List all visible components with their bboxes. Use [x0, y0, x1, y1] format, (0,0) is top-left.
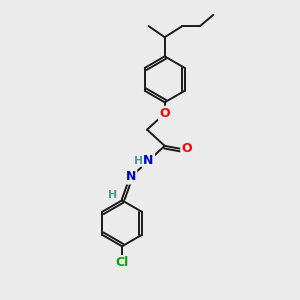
Text: H: H [108, 190, 117, 200]
Text: O: O [182, 142, 192, 155]
Text: N: N [126, 170, 136, 183]
Text: Cl: Cl [116, 256, 129, 269]
Text: O: O [159, 107, 170, 120]
Text: H: H [134, 156, 143, 166]
Text: N: N [143, 154, 154, 167]
